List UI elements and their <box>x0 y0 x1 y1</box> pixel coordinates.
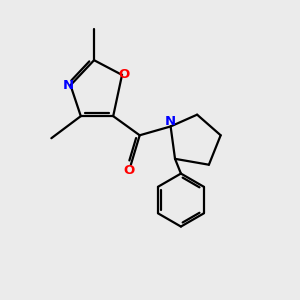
Text: O: O <box>124 164 135 176</box>
Text: N: N <box>165 115 176 128</box>
Text: O: O <box>119 68 130 81</box>
Text: N: N <box>63 79 74 92</box>
